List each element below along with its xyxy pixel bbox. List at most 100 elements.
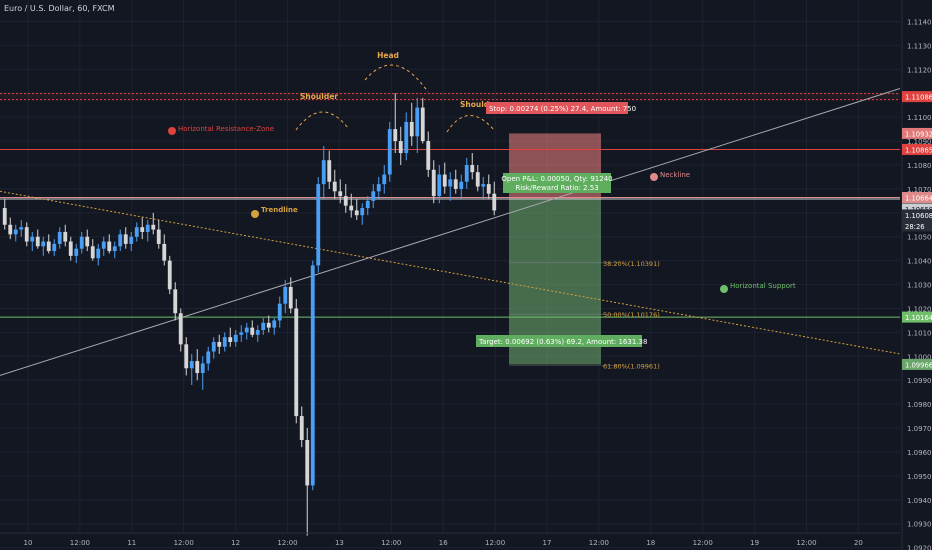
- left-shoulder-label: Shoulder: [300, 92, 338, 101]
- x-tick-label: 13: [335, 539, 344, 547]
- candle-body: [228, 337, 233, 342]
- right-shoulder-arc: [446, 115, 495, 133]
- head-shoulders-pattern: [295, 64, 495, 133]
- candle-body: [162, 243, 167, 261]
- resistance-label: Horizontal Resistance-Zone: [178, 125, 274, 133]
- price-tag-label: 1.11086: [905, 94, 932, 102]
- candle-body: [299, 416, 304, 440]
- candle-body: [321, 160, 326, 185]
- candle-body: [178, 313, 183, 345]
- candle-body: [283, 286, 288, 304]
- y-tick-label: 1.10300: [907, 282, 932, 290]
- candle-body: [343, 196, 348, 206]
- y-tick-label: 1.09800: [907, 401, 932, 409]
- candle-body: [189, 361, 194, 369]
- support-marker: [720, 285, 728, 293]
- x-tick-label: 12: [231, 539, 240, 547]
- price-tag-box: [902, 91, 932, 103]
- candle-body: [426, 141, 431, 170]
- left-shoulder-arc: [295, 111, 349, 131]
- grid: [0, 0, 900, 549]
- candle-body: [68, 241, 73, 256]
- candle-body: [239, 332, 244, 335]
- price-tag-label: 28:26: [905, 223, 925, 231]
- time-axis[interactable]: 10 12:00 11 12:00 12 12:00 13 12:00 16 12:00 17 12:…: [0, 532, 900, 547]
- x-tick-label: 12:00: [485, 539, 505, 547]
- candle-body: [140, 227, 145, 232]
- price-tag-box: [902, 143, 932, 155]
- stop-label-box: [486, 102, 628, 114]
- candle-body: [134, 227, 139, 237]
- price-tag-label: 1.10932: [905, 130, 932, 138]
- candle-body: [24, 227, 29, 242]
- y-tick-label: 1.09700: [907, 425, 932, 433]
- candle-body: [387, 129, 392, 175]
- x-tick-label: 19: [750, 539, 759, 547]
- y-tick-label: 1.10700: [907, 186, 932, 194]
- candle-body: [459, 181, 464, 189]
- price-tag-box: [902, 311, 932, 323]
- entry-label-box: [503, 173, 611, 193]
- candle-body: [338, 191, 343, 197]
- trendline-ascending: [0, 88, 901, 376]
- price-tags: 1.110861.109321.108651.106641.106581.106…: [902, 91, 932, 370]
- candle-body: [398, 141, 403, 154]
- y-tick-label: 1.09400: [907, 497, 932, 505]
- candle-body: [486, 184, 491, 194]
- candle-body: [332, 181, 337, 192]
- head-arc: [364, 64, 429, 93]
- candle-body: [492, 193, 497, 211]
- trendline-marker: [251, 210, 259, 218]
- price-tag-label: 1.10664: [905, 195, 932, 203]
- y-tick-label: 1.09200: [907, 545, 932, 550]
- fib-level-label: 61.80%(1.09961): [603, 363, 660, 371]
- candle-body: [107, 241, 112, 252]
- candle-body: [393, 129, 398, 142]
- neckline-label: Neckline: [660, 171, 690, 179]
- x-tick-label: 12:00: [589, 539, 609, 547]
- candle-body: [46, 241, 51, 252]
- candle-body: [360, 208, 365, 216]
- candle-body: [2, 208, 7, 225]
- price-tag-box: [902, 127, 932, 139]
- neckline-marker: [650, 173, 658, 181]
- candle-body: [464, 165, 469, 182]
- x-tick-label: 12:00: [277, 539, 297, 547]
- annotation-labels: Head Shoulder Shoulder Horizontal Resistanc…: [168, 51, 796, 347]
- y-tick-label: 1.10500: [907, 234, 932, 242]
- candle-body: [52, 243, 57, 252]
- candle-body: [376, 184, 381, 192]
- candle-body: [19, 227, 24, 230]
- y-tick-label: 1.11200: [907, 66, 932, 74]
- fib-level-label: 50.00%(1.10176): [603, 311, 660, 319]
- y-tick-label: 1.10200: [907, 305, 932, 313]
- candle-body: [112, 246, 117, 252]
- y-tick-label: 1.11300: [907, 42, 932, 50]
- target-label: Target: 0.00692 (0.63%) 69.2, Amount: 16…: [478, 338, 647, 346]
- candle-body: [206, 351, 211, 364]
- candle-body: [448, 179, 453, 187]
- fib-level-label: 38.20%(1.10391): [603, 260, 660, 268]
- x-tick-label: 12:00: [693, 539, 713, 547]
- y-tick-label: 1.10900: [907, 138, 932, 146]
- x-tick-label: 20: [854, 539, 863, 547]
- candle-body: [217, 341, 222, 347]
- candle-body: [272, 320, 277, 328]
- candle-body: [431, 169, 436, 197]
- candle-body: [195, 361, 200, 374]
- trendline-descending: [0, 190, 901, 355]
- candle-body: [481, 184, 486, 187]
- price-axis[interactable]: 1.114001.113001.112001.111001.110001.109…: [901, 0, 932, 550]
- candle-body: [101, 241, 106, 249]
- price-tag-label: 1.09966: [905, 361, 932, 369]
- position-zones: [509, 133, 601, 365]
- price-tag-label: 1.10608: [905, 212, 932, 220]
- x-tick-label: 12:00: [70, 539, 90, 547]
- candle-body: [244, 327, 249, 333]
- candle-body: [349, 205, 354, 211]
- y-tick-label: 1.09300: [907, 521, 932, 529]
- candles: [2, 93, 497, 536]
- price-tag-box: [902, 220, 932, 232]
- candle-body: [420, 107, 425, 142]
